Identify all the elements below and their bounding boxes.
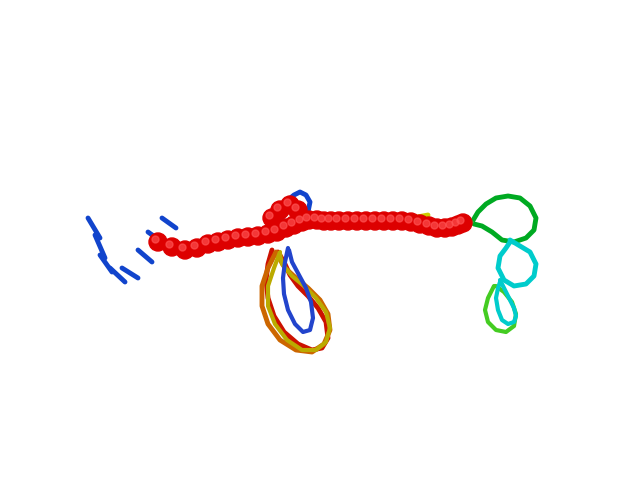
Circle shape [288,219,295,226]
Circle shape [188,239,206,257]
Circle shape [446,221,453,228]
Circle shape [262,228,269,235]
Circle shape [393,212,411,230]
Circle shape [411,215,429,233]
Circle shape [285,216,303,234]
Circle shape [292,204,299,211]
Circle shape [357,212,375,230]
Circle shape [284,199,291,206]
Circle shape [333,215,340,222]
Circle shape [387,215,394,222]
Circle shape [274,204,281,211]
Circle shape [454,214,472,232]
Circle shape [191,242,198,249]
Circle shape [271,201,289,219]
Circle shape [436,219,454,237]
Circle shape [209,233,227,251]
Circle shape [163,238,181,256]
Circle shape [249,227,267,245]
Circle shape [423,220,430,227]
Circle shape [296,216,303,223]
Circle shape [431,222,438,229]
Circle shape [199,235,217,253]
Circle shape [266,212,273,219]
Circle shape [212,236,219,243]
Circle shape [396,215,403,222]
Circle shape [300,211,318,229]
Circle shape [439,222,446,229]
Circle shape [414,218,421,225]
Circle shape [384,212,402,230]
Circle shape [289,201,307,219]
Circle shape [318,215,325,222]
Circle shape [293,213,311,231]
Circle shape [428,219,446,237]
Circle shape [315,212,333,230]
Circle shape [322,212,340,230]
Circle shape [149,233,167,251]
Circle shape [443,218,461,236]
Circle shape [176,241,194,259]
Circle shape [219,231,237,249]
Circle shape [152,236,159,243]
Circle shape [280,222,287,229]
Circle shape [449,216,467,234]
Circle shape [366,212,384,230]
Circle shape [271,226,278,233]
Circle shape [330,212,348,230]
Circle shape [360,215,367,222]
Circle shape [351,215,358,222]
Circle shape [402,213,420,231]
Circle shape [311,214,318,221]
Circle shape [268,223,286,241]
Circle shape [259,225,277,243]
Circle shape [457,217,464,224]
Circle shape [281,196,299,214]
Circle shape [452,219,459,226]
Circle shape [405,216,412,223]
Circle shape [242,231,249,238]
Circle shape [342,215,349,222]
Circle shape [369,215,376,222]
Circle shape [263,209,281,227]
Circle shape [375,212,393,230]
Circle shape [420,217,438,235]
Circle shape [166,241,173,248]
Circle shape [277,219,295,237]
Circle shape [348,212,366,230]
Circle shape [339,212,357,230]
Circle shape [308,211,326,229]
Circle shape [229,229,247,247]
Circle shape [179,244,186,251]
Circle shape [202,238,209,245]
Circle shape [378,215,385,222]
Circle shape [222,234,229,241]
Circle shape [303,214,310,221]
Circle shape [232,232,239,239]
Circle shape [239,228,257,246]
Circle shape [252,230,259,237]
Circle shape [325,215,332,222]
